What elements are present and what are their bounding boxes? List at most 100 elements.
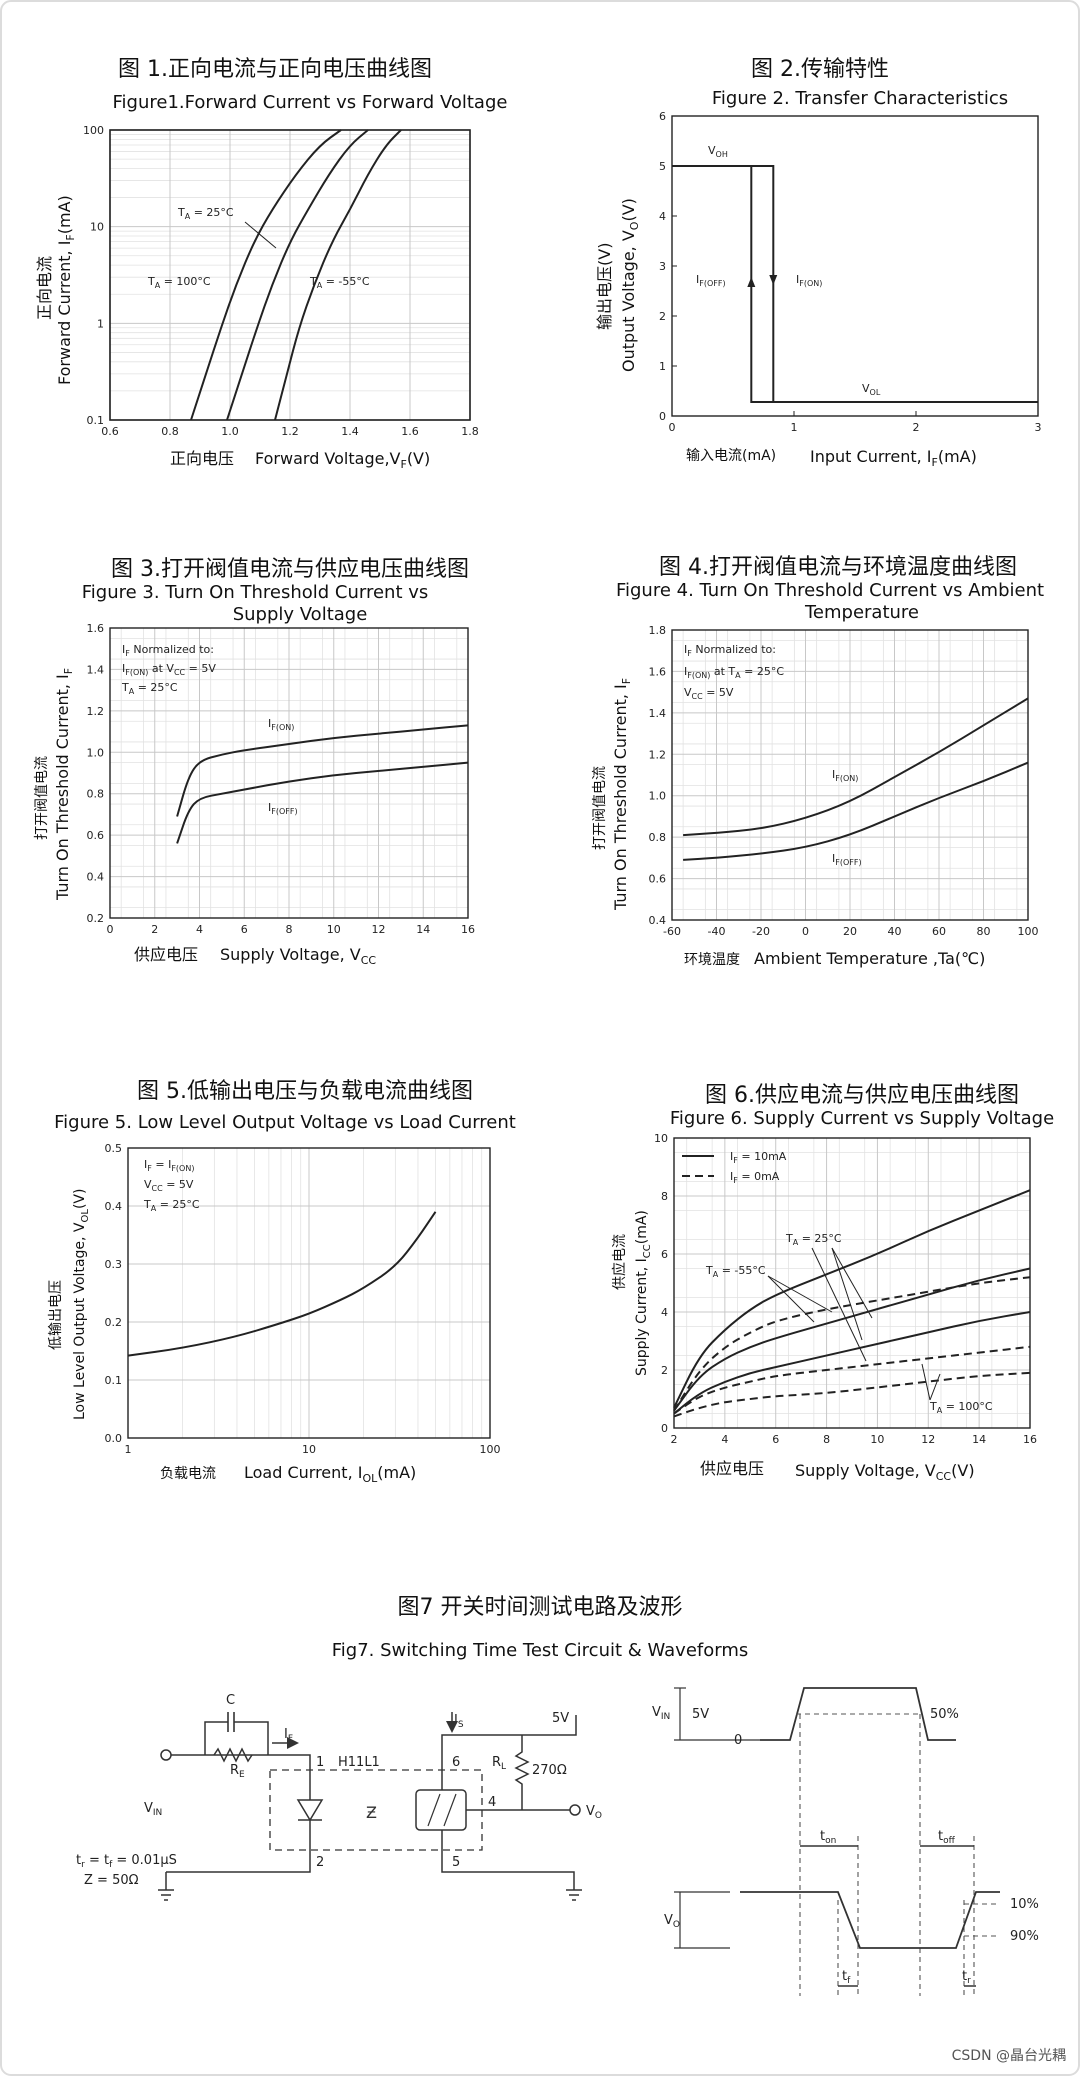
fig5-note-line3: TA = 25°C: [143, 1198, 200, 1213]
fig4-label-on: IF(ON): [832, 768, 858, 783]
fig6-label-25c: TA = 25°C: [785, 1232, 842, 1247]
chart4-x-tick-label: 20: [843, 925, 857, 938]
label-vo: VO: [586, 1804, 602, 1821]
chart4-y-tick-label: 1.8: [649, 624, 667, 637]
fig4-title-cn: 图 4.打开阀值电流与环境温度曲线图: [659, 555, 1017, 580]
chart4-x-tick-label: 40: [888, 925, 902, 938]
chart2-y-tick-label: 5: [659, 160, 666, 173]
fig5-title-cn: 图 5.低输出电压与负载电流曲线图: [137, 1079, 473, 1104]
fig3-title-en-line1: Figure 3. Turn On Threshold Current vs: [82, 582, 429, 603]
fig6-label-m55c: TA = -55°C: [705, 1264, 766, 1279]
fig5-note-line2: VCC = 5V: [144, 1178, 194, 1193]
fig4-label-off: IF(OFF): [832, 852, 862, 867]
fig3-ylabel-en: Turn On Threshold Current, IF: [53, 668, 75, 901]
schmitt-gate-icon: [415, 1789, 467, 1831]
fig3-xlabel-en: Supply Voltage, VCC: [220, 945, 376, 967]
fig2-arrow-down: [769, 275, 778, 285]
chart6-x-tick-label: 2: [671, 1433, 678, 1446]
fig2-label-voh: VOH: [708, 144, 728, 159]
vo-terminal: [569, 1804, 581, 1816]
chart6-x-tick-label: 10: [870, 1433, 884, 1446]
vin-waveform: [760, 1687, 956, 1741]
chart6-y-tick-label: 4: [661, 1306, 668, 1319]
label-is: IS: [454, 1713, 464, 1730]
fig2-title-cn: 图 2.传输特性: [751, 57, 889, 82]
chart6-y-tick-label: 10: [654, 1132, 668, 1145]
chart2-series-2-line: [750, 166, 1038, 403]
fig2-title-en: Figure 2. Transfer Characteristics: [712, 88, 1008, 109]
label-pin1: 1: [316, 1755, 324, 1770]
chart6-series-1-line: [673, 1189, 1031, 1409]
chart6-x-tick-label: 16: [1023, 1433, 1037, 1446]
chart6-series-3-line: [673, 1311, 1031, 1415]
label-rl: RL: [492, 1755, 506, 1772]
chart3-x-tick-label: 12: [372, 923, 386, 936]
wire-pin5: [441, 1830, 575, 1890]
fig1-ylabel-cn: 正向电流: [35, 256, 54, 320]
label-tf: tf: [842, 1969, 851, 1986]
chart1-x-tick-label: 1.6: [401, 425, 419, 438]
chart5-y-tick-label: 0.3: [105, 1258, 123, 1271]
fig2-label-ifoff: IF(OFF): [696, 273, 726, 288]
fig1-axes-frame: [109, 129, 471, 421]
figure-2: 图 2.传输特性 Figure 2. Transfer Characterist…: [595, 57, 1042, 469]
fig6-legend-10ma: IF = 10mA: [730, 1150, 787, 1165]
chart1-y-tick-label: 1: [97, 317, 104, 330]
chart3-y-tick-label: 0.8: [87, 788, 105, 801]
fig4-xlabel-cn: 环境温度: [684, 952, 740, 968]
chart4-y-tick-label: 1.0: [649, 790, 667, 803]
fig2-ylabel-cn: 输出电压(V): [595, 243, 614, 330]
label-toff: toff: [938, 1829, 956, 1846]
chart1-y-tick-label: 10: [90, 221, 104, 234]
chart5-series-1-line: [127, 1211, 437, 1357]
chart4-y-tick-label: 0.4: [649, 914, 667, 927]
chart1-y-tick-label: 100: [83, 124, 104, 137]
chart6-series-6-line: [673, 1371, 1031, 1418]
label-pin5: 5: [452, 1855, 460, 1870]
fig4-xlabel-en: Ambient Temperature ,Ta(℃): [754, 949, 985, 968]
fig1-plot-area: 0.6 0.8 1.0 1.2 1.4 1.6 1.8 0.1 1 10 100: [83, 124, 479, 438]
chart2-x-tick-label: 3: [1035, 421, 1042, 434]
fig5-ylabel-en: Low Level Output Voltage, VOL(V): [72, 1189, 91, 1420]
fig1-xlabel-cn: 正向电压: [170, 449, 234, 468]
fig5-plot-area: 1 10 100 0.0 0.1 0.2 0.3 0.4 0.5: [105, 1142, 501, 1456]
figure-5: 图 5.低输出电压与负载电流曲线图 Figure 5. Low Level Ou…: [48, 1079, 516, 1485]
chart6-series-2-line: [673, 1267, 1031, 1412]
fig3-title-en-line2: Supply Voltage: [233, 604, 368, 625]
label-0: 0: [734, 1733, 742, 1748]
wire-pin2: [166, 1790, 311, 1873]
fig1-label-100c: TA = 100°C: [147, 275, 211, 290]
fig5-title-en: Figure 5. Low Level Output Voltage vs Lo…: [54, 1112, 516, 1133]
chart6-x-tick-label: 4: [721, 1433, 728, 1446]
chart4-x-tick-label: 80: [977, 925, 991, 938]
chart4-x-tick-label: 100: [1018, 925, 1039, 938]
fig3-title-cn: 图 3.打开阀值电流与供应电压曲线图: [111, 557, 469, 582]
chart3-x-tick-label: 10: [327, 923, 341, 936]
chart3-x-tick-label: 2: [151, 923, 158, 936]
label-vin-wave: VIN: [652, 1705, 670, 1722]
chart6-series-4-line: [673, 1276, 1031, 1412]
fig4-ylabel-cn: 打开阀值电流: [591, 766, 608, 850]
label-50pct: 50%: [930, 1707, 959, 1722]
fig4-title-en-line2: Temperature: [804, 602, 919, 623]
label-90pct: 90%: [1010, 1929, 1039, 1944]
wire-pin6: [441, 1715, 577, 1790]
test-circuit: C RE IF H11L1 1 2 6 4 5 Ƶ IS 5V RL 270Ω: [76, 1693, 602, 1901]
fig6-ylabel-en: Supply Current, ICC(mA): [634, 1210, 653, 1376]
chart3-y-tick-label: 1.6: [87, 622, 105, 635]
chart6-y-tick-label: 8: [661, 1190, 668, 1203]
fig5-ylabel-cn: 低输出电压: [48, 1280, 64, 1350]
label-if: IF: [284, 1727, 293, 1744]
chart1-x-tick-label: 1.0: [221, 425, 239, 438]
chart3-y-tick-label: 1.2: [87, 705, 105, 718]
chart5-x-tick-label: 10: [302, 1443, 316, 1456]
label-vcc: 5V: [552, 1711, 569, 1726]
fig2-ylabel-en: Output Voltage, VO(V): [619, 198, 641, 372]
figure-3: 图 3.打开阀值电流与供应电压曲线图 Figure 3. Turn On Thr…: [33, 557, 475, 967]
fig6-ylabel-cn: 供应电流: [611, 1234, 628, 1290]
chart1-y-tick-label: 0.1: [87, 414, 105, 427]
chart1-series-3-line: [274, 129, 402, 421]
fig6-xlabel-cn: 供应电压: [700, 1459, 764, 1478]
chart3-x-tick-label: 16: [461, 923, 475, 936]
